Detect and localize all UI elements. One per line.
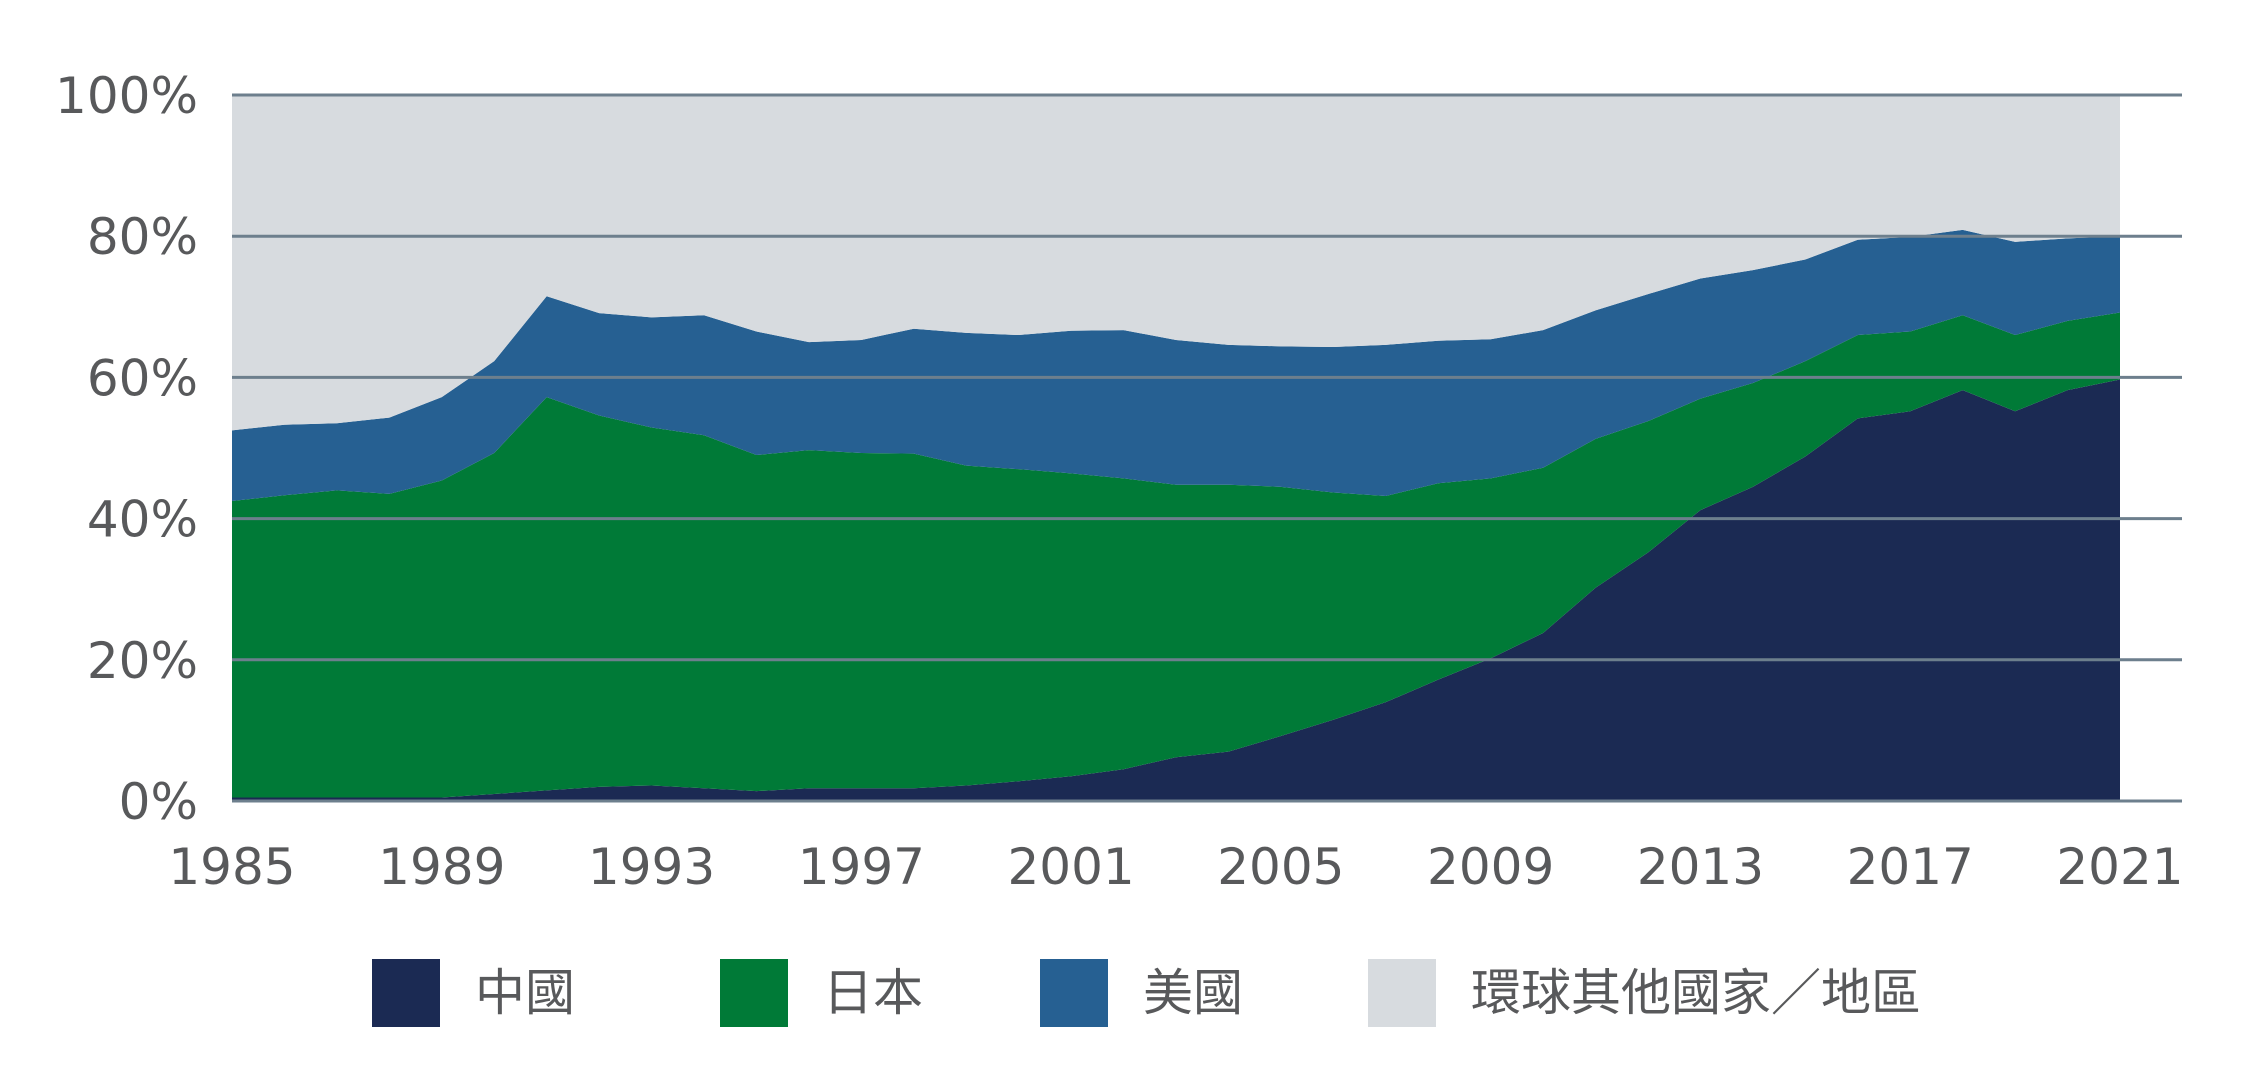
legend-label: 日本: [823, 964, 923, 1022]
x-tick-label: 2013: [1637, 838, 1764, 896]
legend-label: 中國: [475, 964, 575, 1022]
legend-item: 美國: [1040, 959, 1243, 1027]
legend: 中國 日本 美國 環球其他國家／地區: [372, 959, 1921, 1027]
y-tick-label: 60%: [87, 349, 198, 407]
legend-item: 日本: [720, 959, 923, 1027]
gridlines: [232, 93, 2182, 803]
legend-swatch: [372, 959, 440, 1027]
area-layer: [232, 95, 2120, 801]
x-tick-label: 1989: [378, 838, 505, 896]
legend-swatch: [720, 959, 788, 1027]
legend-label: 環球其他國家／地區: [1471, 964, 1921, 1022]
legend-swatch: [1040, 959, 1108, 1027]
x-tick-label: 2009: [1427, 838, 1554, 896]
area-series-1: [232, 312, 2120, 798]
legend-item: 中國: [372, 959, 575, 1027]
area-series-0: [232, 379, 2120, 801]
y-tick-label: 80%: [87, 208, 198, 266]
y-tick-label: 20%: [87, 632, 198, 690]
area-series-3: [232, 95, 2120, 431]
x-tick-label: 1993: [588, 838, 715, 896]
x-tick-label: 2017: [1847, 838, 1974, 896]
x-tick-label: 2001: [1007, 838, 1134, 896]
y-tick-label: 0%: [119, 773, 198, 831]
legend-swatch: [1368, 959, 1436, 1027]
area-series-2: [232, 229, 2120, 501]
x-tick-label: 1997: [798, 838, 925, 896]
x-axis-ticks: 1985 1989 1993 1997 2001 2005 2009 2013 2017 2021: [168, 838, 2183, 896]
y-tick-label: 40%: [87, 491, 198, 549]
x-tick-label: 2021: [2056, 838, 2183, 896]
y-tick-label: 100%: [55, 67, 198, 125]
y-axis-ticks: 0% 20% 40% 60% 80% 100%: [55, 67, 198, 831]
x-tick-label: 1985: [168, 838, 295, 896]
legend-item: 環球其他國家／地區: [1368, 959, 1921, 1027]
legend-label: 美國: [1143, 964, 1243, 1022]
x-tick-label: 2005: [1217, 838, 1344, 896]
